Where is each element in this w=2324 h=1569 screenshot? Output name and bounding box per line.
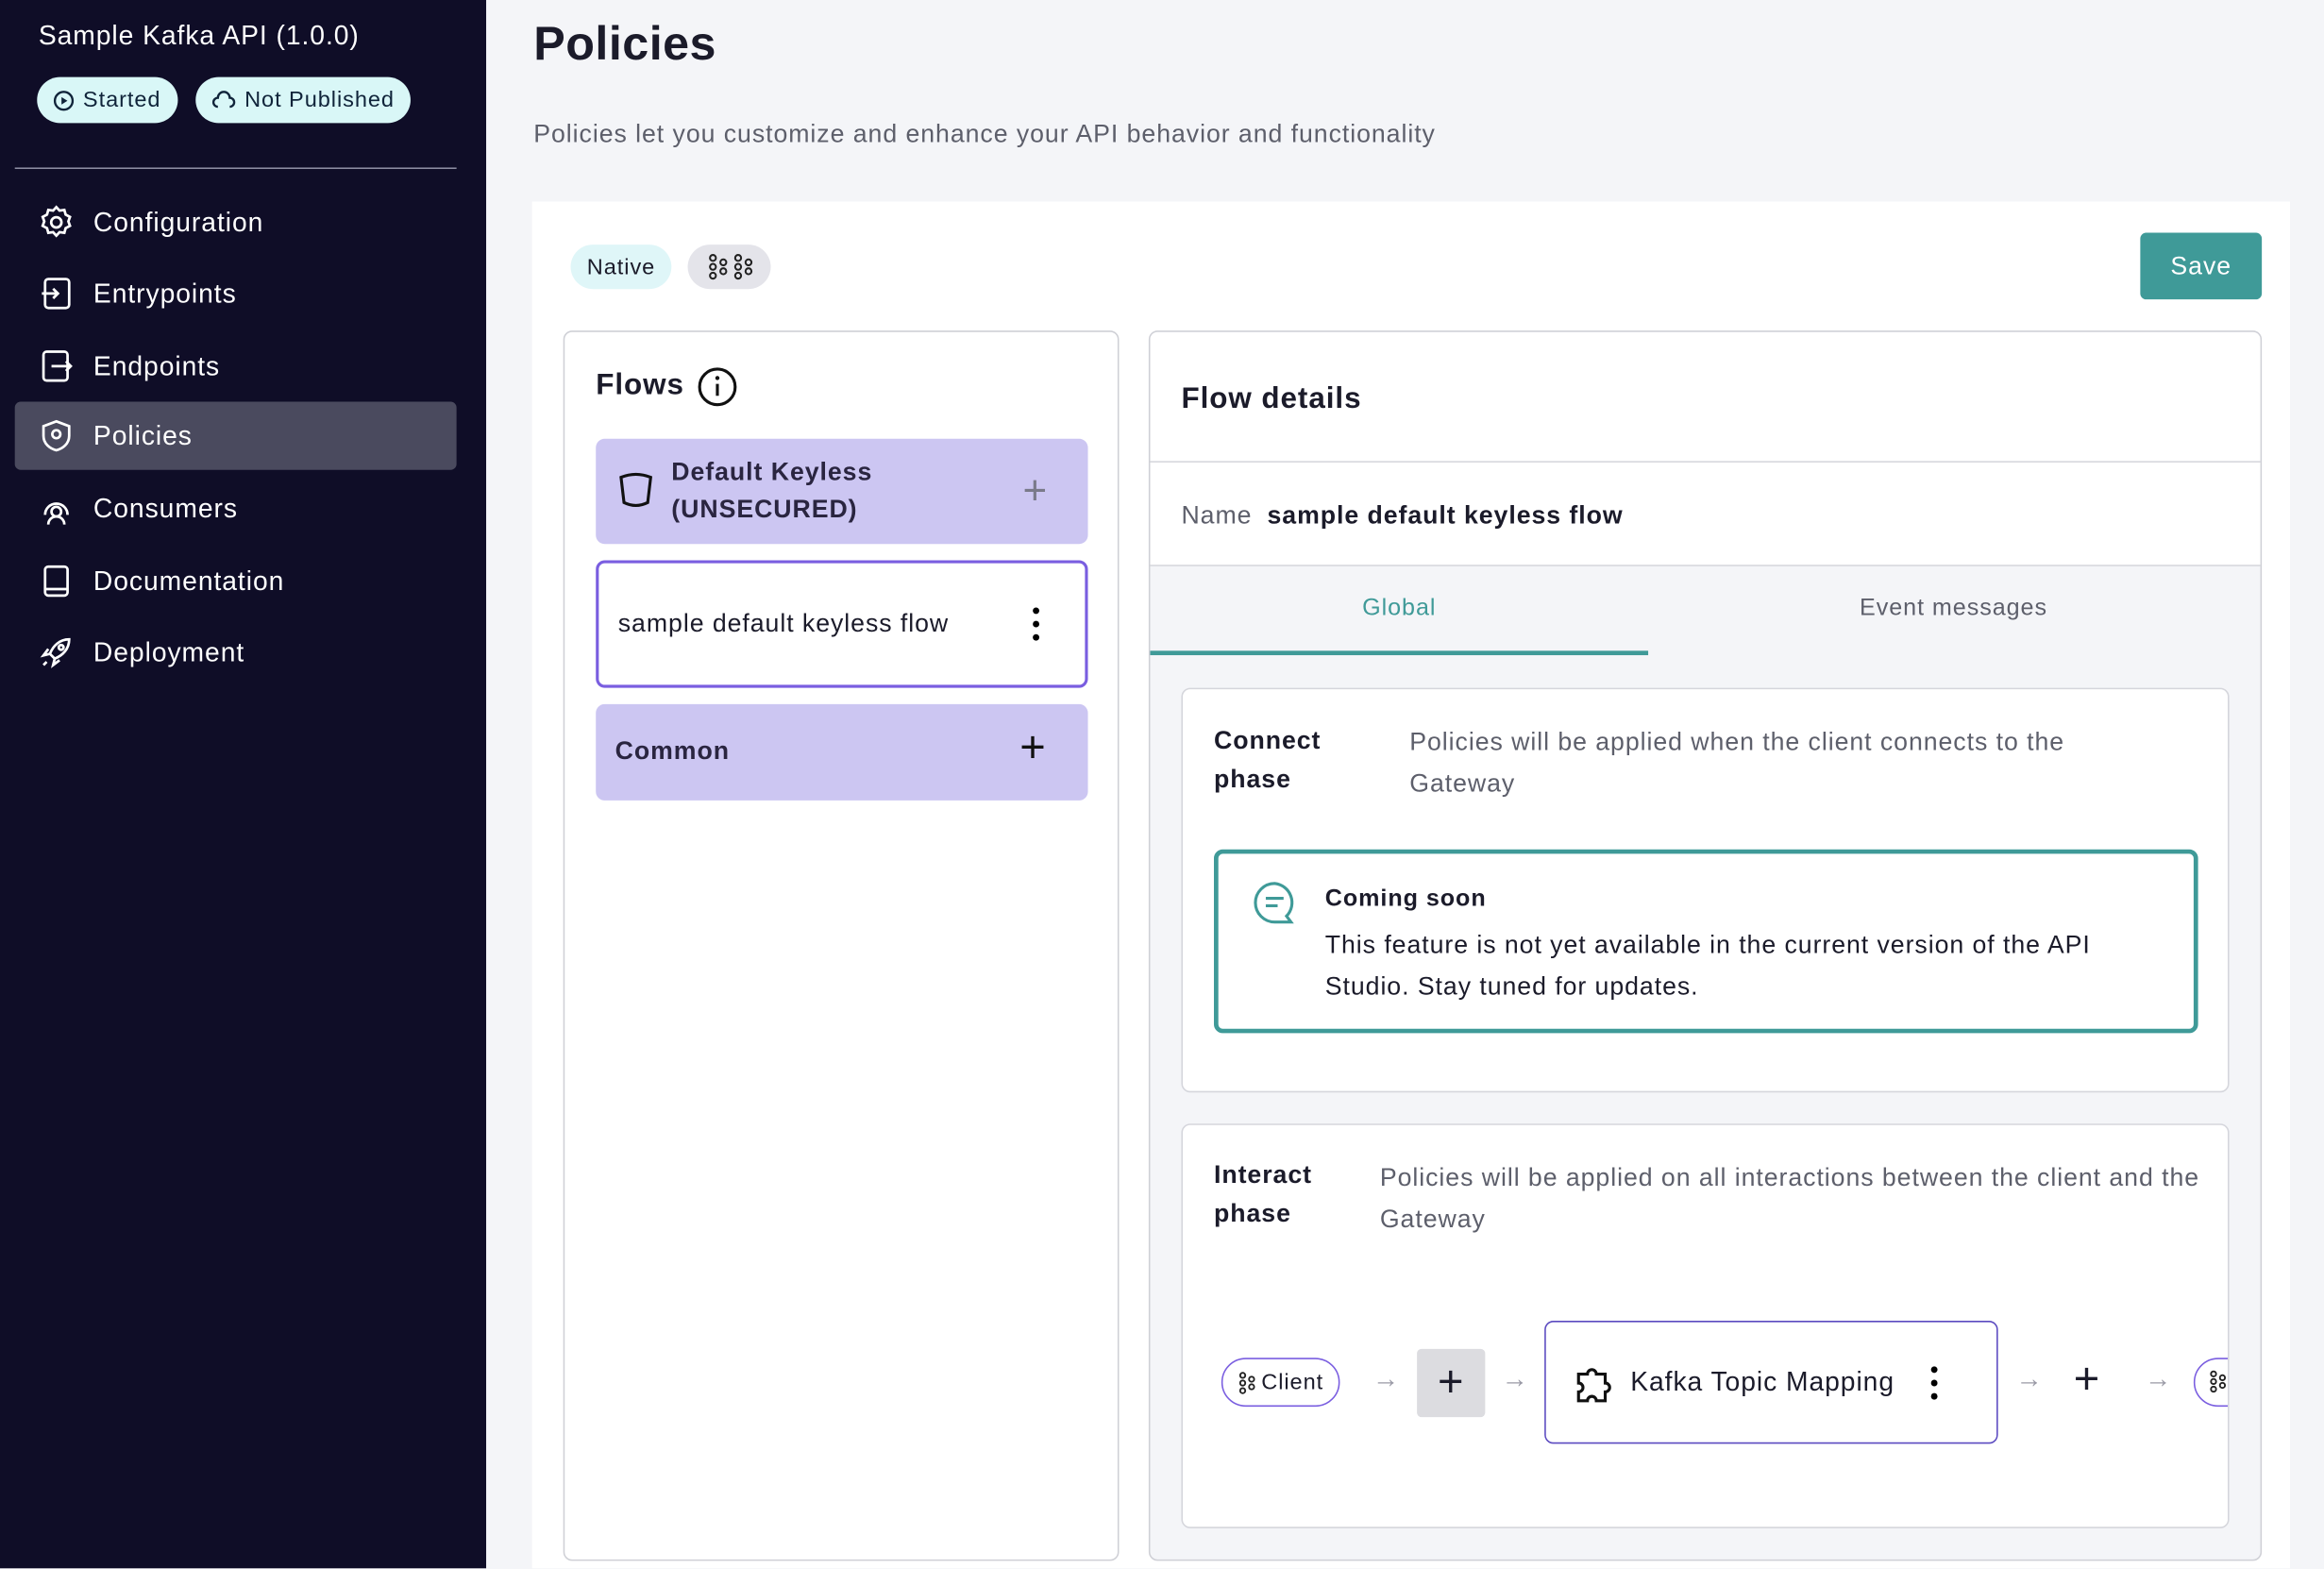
gear-icon	[41, 205, 72, 238]
rocket-icon	[40, 637, 71, 668]
shield-icon	[619, 472, 653, 508]
cloud-icon	[212, 90, 236, 108]
nav-label: Endpoints	[93, 350, 221, 380]
puzzle-icon	[1576, 1368, 1611, 1403]
details-title: Flow details	[1181, 382, 1362, 415]
details-header	[1150, 331, 2261, 566]
publish-badge: Not Published	[195, 76, 412, 124]
flow-group[interactable]: Default Keyless (UNSECURED) +	[596, 438, 1088, 545]
policy-card[interactable]: Kafka Topic Mapping	[1544, 1321, 1998, 1444]
shield-icon	[42, 419, 71, 452]
client-chip: Client	[1221, 1358, 1340, 1408]
flow-name: sample default keyless flow	[617, 609, 950, 638]
add-policy[interactable]: +	[1417, 1348, 1486, 1418]
nav-item[interactable]: Entrypoints	[15, 260, 457, 328]
play-icon	[53, 90, 75, 110]
page-subtitle: Policies let you customize and enhance y…	[533, 120, 1436, 149]
divider	[14, 167, 457, 170]
notice-text: This feature is not yet available in the…	[1324, 931, 2091, 1001]
kafka-chip	[687, 245, 771, 290]
entry-icon	[42, 278, 71, 310]
connect-phase: Connect phase Policies will be applied w…	[1181, 687, 2230, 1093]
chat-icon	[1254, 882, 1294, 924]
nav-label: Documentation	[93, 565, 285, 596]
kafka-icon	[733, 254, 752, 280]
phase-name: Connect phase	[1213, 726, 1322, 794]
badge-text: Not Published	[244, 87, 395, 113]
phase-description: Policies will be applied when the client…	[1409, 727, 2065, 798]
add-flow[interactable]: +	[1019, 723, 1047, 773]
notice-title: Coming soon	[1324, 886, 1487, 912]
flows-title: Flows	[596, 368, 684, 402]
kebab-icon[interactable]	[1030, 606, 1042, 642]
divider	[1150, 565, 2261, 566]
tab-active[interactable]: Global	[1362, 596, 1437, 621]
client-label: Client	[1261, 1369, 1324, 1395]
arrow: →	[1373, 1363, 1401, 1393]
name-value: sample default keyless flow	[1267, 500, 1624, 530]
flows-panel: Flows Default Keyless (UNSECURED) + samp…	[563, 330, 1120, 1561]
arrow: →	[2145, 1363, 2173, 1393]
interact-phase: Interact phase Policies will be applied …	[1181, 1123, 2230, 1528]
broker-chip	[2193, 1358, 2229, 1408]
flow-group[interactable]: Common +	[596, 703, 1088, 801]
policy-name: Kafka Topic Mapping	[1630, 1366, 1895, 1397]
phase-description: Policies will be applied on all interact…	[1379, 1163, 2200, 1234]
save-button[interactable]: Save	[2140, 232, 2263, 300]
nav-label: Entrypoints	[93, 278, 237, 308]
page-title: Policies	[533, 16, 716, 70]
sidebar: Sample Kafka API (1.0.0) Started Not Pub…	[0, 0, 487, 1569]
arrow: →	[1501, 1363, 1529, 1393]
api-name: Sample Kafka API (1.0.0)	[38, 20, 360, 51]
nav-item[interactable]: Endpoints	[15, 332, 457, 400]
details-panel: Flow details Name sample default keyless…	[1148, 330, 2263, 1561]
consumer-icon	[43, 502, 69, 525]
phase-name: Interact phase	[1213, 1160, 1312, 1228]
nav-label: Policies	[93, 420, 193, 450]
add-flow[interactable]: +	[1022, 466, 1049, 514]
tab[interactable]: Event messages	[1860, 596, 2047, 621]
kafka-icon	[2210, 1370, 2227, 1393]
divider	[1150, 461, 2261, 463]
name-label: Name	[1181, 500, 1253, 530]
group-name: Common	[615, 736, 730, 766]
kebab-icon[interactable]	[1928, 1365, 1941, 1401]
kafka-icon	[1238, 1371, 1255, 1393]
native-chip: Native	[570, 245, 672, 290]
nav-label: Deployment	[93, 636, 245, 666]
flow-item[interactable]: sample default keyless flow	[596, 560, 1088, 688]
notice: Coming soon This feature is not yet avai…	[1213, 849, 2198, 1034]
add-policy[interactable]: +	[2073, 1355, 2101, 1404]
endpoint-icon	[42, 350, 73, 382]
info-icon[interactable]	[697, 366, 738, 408]
nav-item[interactable]: Deployment	[15, 618, 457, 686]
kafka-icon	[708, 254, 727, 280]
group-name: Default Keyless (UNSECURED)	[671, 458, 873, 524]
nav-item[interactable]: Configuration	[15, 188, 457, 256]
tab-underline	[1150, 650, 1649, 656]
arrow: →	[2015, 1363, 2044, 1393]
nav-item[interactable]: Documentation	[15, 547, 457, 615]
nav-item[interactable]: Consumers	[15, 474, 457, 542]
nav-label: Configuration	[93, 207, 264, 237]
nav-label: Consumers	[93, 493, 238, 523]
badge-text: Started	[82, 87, 161, 113]
nav-item[interactable]: Policies	[14, 401, 457, 470]
book-icon	[43, 565, 69, 598]
status-badge: Started	[37, 76, 177, 124]
